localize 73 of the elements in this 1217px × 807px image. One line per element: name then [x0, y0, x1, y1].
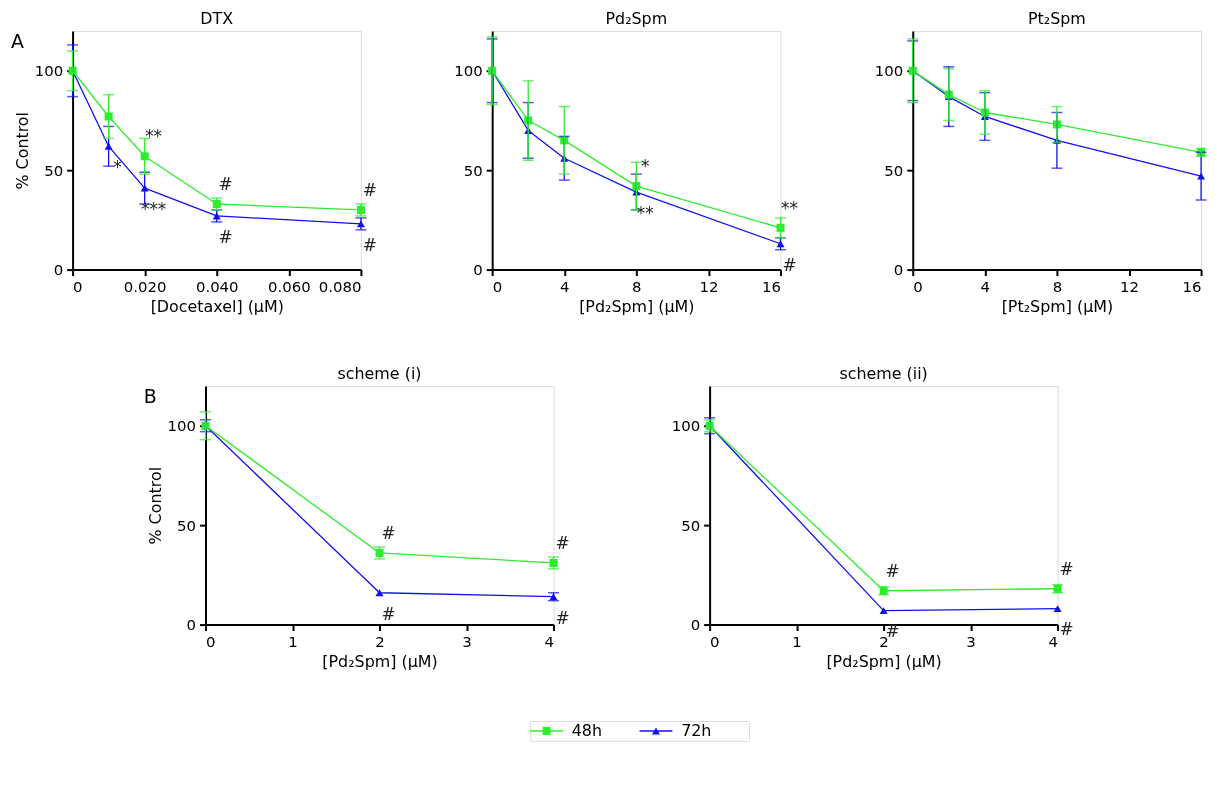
y-tick-label: 50 — [463, 161, 483, 180]
text: B — [143, 384, 157, 407]
x-tick-label: 0.080 — [318, 277, 362, 296]
x-axis-title: [Pd₂Spm] (μM) — [322, 651, 438, 671]
y-tick-label: 100 — [874, 62, 904, 81]
chart-title: scheme (i) — [337, 363, 422, 383]
y-tick-label: 0 — [53, 261, 64, 280]
x-tick-label: 0.060 — [267, 277, 311, 296]
x-tick-label: 2 — [375, 632, 385, 651]
x-tick-label: 1 — [288, 632, 298, 651]
x-axis-title: [Pd₂Spm] (μM) — [826, 651, 942, 671]
y-tick-label: 100 — [454, 62, 483, 81]
annotation: # — [362, 180, 377, 201]
x-tick-label: 4 — [980, 277, 991, 296]
y-tick-label: 50 — [44, 161, 64, 180]
annotation: # — [362, 234, 377, 255]
x-tick-label: 12 — [1120, 277, 1139, 296]
y-tick-label: 50 — [884, 161, 904, 180]
annotation: # — [218, 174, 233, 195]
annotation: # — [555, 533, 570, 553]
y-tick-label: 0 — [186, 616, 197, 635]
chart-title: Pt₂Spm — [1028, 9, 1086, 29]
y-tick-label: 100 — [167, 417, 197, 436]
annotation: # — [1059, 619, 1074, 640]
y-tick-label: 0 — [473, 261, 483, 280]
annotation: # — [555, 607, 570, 628]
y-tick-label: 100 — [671, 417, 701, 436]
annotation: # — [381, 523, 396, 544]
annotation: # — [381, 603, 396, 624]
x-tick-label: 4 — [560, 277, 570, 296]
x-tick-label: 16 — [1182, 277, 1202, 296]
annotation: ** — [145, 126, 163, 147]
annotation: * — [641, 156, 650, 177]
x-axis-title: [Pd₂Spm] (μM) — [579, 296, 695, 316]
text: A — [10, 29, 24, 52]
x-tick-label: 0 — [492, 277, 503, 296]
legend-label: 72h — [681, 720, 712, 740]
y-axis-title: % Control — [145, 466, 165, 545]
annotation: # — [1059, 558, 1074, 579]
x-tick-label: 0 — [913, 277, 923, 296]
y-tick-label: 100 — [34, 62, 64, 81]
x-axis-title: [Docetaxel] (μM) — [150, 296, 284, 316]
x-tick-label: 0 — [710, 632, 720, 651]
x-tick-label: 0.040 — [195, 277, 239, 296]
annotation: ** — [636, 202, 654, 223]
y-tick-label: 50 — [177, 516, 197, 535]
annotation: # — [885, 560, 900, 581]
y-tick-label: 0 — [893, 261, 904, 280]
x-tick-label: 8 — [1052, 277, 1063, 296]
x-tick-label: 3 — [462, 632, 472, 651]
x-axis-title: [Pt₂Spm] (μM) — [1001, 296, 1114, 316]
legend-label: 48h — [571, 720, 603, 740]
chart-title: scheme (ii) — [839, 363, 928, 383]
chart-title: DTX — [200, 9, 234, 29]
y-tick-label: 0 — [690, 616, 701, 635]
annotation: ** — [781, 197, 798, 218]
annotation: * — [113, 157, 122, 178]
x-tick-label: 0.020 — [123, 277, 167, 296]
chart-title: Pd₂Spm — [605, 9, 668, 29]
y-axis-title: % Control — [12, 111, 32, 190]
annotation: # — [218, 226, 233, 247]
x-tick-label: 0 — [206, 632, 216, 651]
annotation: *** — [140, 198, 167, 219]
x-tick-label: 8 — [632, 277, 642, 296]
x-tick-label: 16 — [762, 277, 782, 296]
x-tick-label: 4 — [1048, 632, 1059, 651]
annotation: # — [782, 254, 797, 275]
x-tick-label: 4 — [544, 632, 554, 651]
y-tick-label: 50 — [681, 516, 701, 535]
x-tick-label: 1 — [792, 632, 802, 651]
x-tick-label: 0 — [73, 277, 83, 296]
x-tick-label: 12 — [699, 277, 719, 296]
x-tick-label: 3 — [966, 632, 976, 651]
